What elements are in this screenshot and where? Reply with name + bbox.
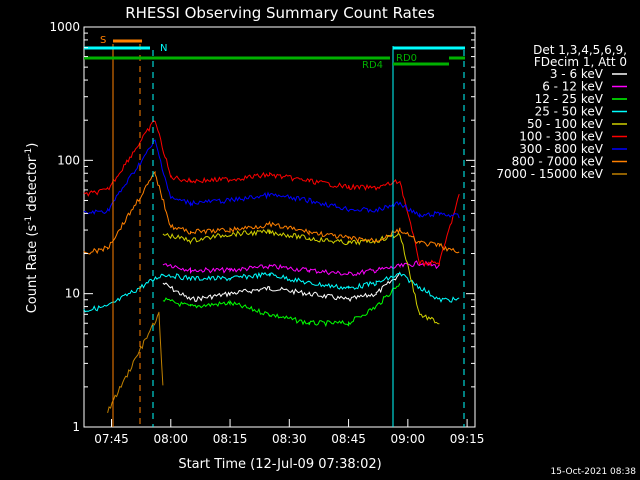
legend-label: 3 - 6 keV (550, 67, 604, 81)
x-tick-label: 07:45 (94, 432, 129, 446)
y-tick-label: 1 (72, 420, 80, 434)
x-tick-label: 08:45 (331, 432, 366, 446)
legend-label: 100 - 300 keV (519, 130, 603, 144)
legend-label: 800 - 7000 keV (512, 155, 604, 169)
annotation-label: S (100, 35, 106, 46)
y-axis-label-exp-2: -1 (24, 148, 34, 157)
tick-layer: 07:45 08:00 08:15 08:30 08:45 09:00 09:15 1 10 10… (49, 20, 484, 446)
annotation-label: N (160, 43, 167, 54)
y-axis-label-suffix: ) (25, 143, 40, 148)
x-tick-label: 08:00 (153, 432, 188, 446)
series-line (83, 170, 460, 255)
annotation-label: RD4 (362, 60, 383, 71)
x-tick-label: 09:15 (450, 432, 485, 446)
x-axis-label: Start Time (12-Jul-09 07:38:02) (178, 457, 381, 472)
annotation-label: RD0 (396, 53, 417, 64)
y-tick-label: 1000 (49, 20, 80, 34)
legend-label: 300 - 800 keV (519, 142, 603, 156)
series-line (107, 311, 164, 414)
series-line (162, 272, 401, 302)
legend-header-2: FDecim 1, Att 0 (534, 55, 627, 69)
series-line (83, 139, 460, 219)
series-line (162, 228, 440, 325)
legend-label: 12 - 25 keV (535, 92, 604, 106)
chart-title: RHESSI Observing Summary Count Rates (125, 4, 435, 22)
x-tick-label: 09:00 (391, 432, 426, 446)
series-line (83, 120, 460, 267)
y-tick-label: 100 (57, 153, 80, 167)
series-layer (83, 120, 460, 414)
series-line (83, 271, 460, 313)
y-axis-label-exp: -1 (24, 216, 34, 225)
series-line (162, 260, 440, 277)
plot-frame (83, 26, 476, 428)
y-axis-label: Count Rate (s-1 detector-1) (24, 143, 40, 314)
series-line (162, 283, 401, 328)
legend-label: 7000 - 15000 keV (496, 167, 603, 181)
legend: Det 1,3,4,5,6,9, FDecim 1, Att 0 3 - 6 k… (496, 43, 627, 181)
legend-header-1: Det 1,3,4,5,6,9, (533, 43, 627, 57)
legend-label: 25 - 50 keV (535, 105, 604, 119)
y-axis-label-prefix: Count Rate (s (25, 225, 40, 314)
x-tick-label: 08:15 (213, 432, 248, 446)
annotation-layer: S N RD4 RD0 (84, 35, 465, 427)
legend-label: 50 - 100 keV (527, 117, 604, 131)
y-axis-label-mid: detector (25, 156, 40, 216)
y-tick-label: 10 (65, 287, 80, 301)
x-tick-label: 08:30 (272, 432, 307, 446)
legend-label: 6 - 12 keV (542, 80, 604, 94)
footer-date: 15-Oct-2021 08:38 (551, 467, 637, 477)
